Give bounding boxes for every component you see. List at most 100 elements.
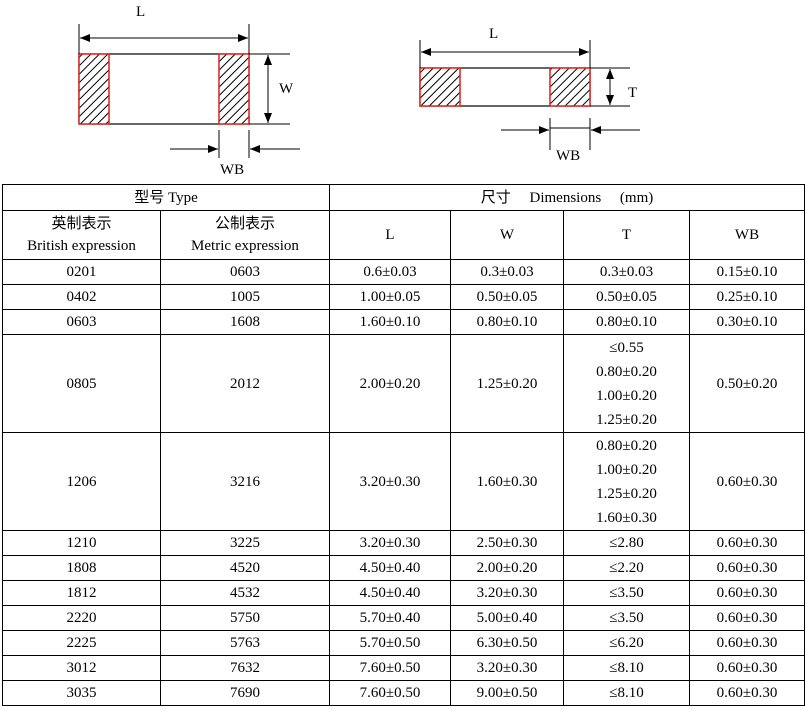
label-L: L bbox=[136, 4, 145, 20]
t-value: 0.80±0.10 bbox=[596, 314, 657, 330]
cell-wb: 0.60±0.30 bbox=[689, 530, 805, 556]
label-T: T bbox=[628, 85, 637, 101]
t-value: 0.80±0.20 bbox=[596, 437, 657, 454]
cell-wb: 0.60±0.30 bbox=[689, 630, 805, 656]
cell-w: 0.3±0.03 bbox=[450, 259, 564, 285]
t-value: ≤3.50 bbox=[609, 610, 644, 626]
cell-l: 2.00±0.20 bbox=[329, 334, 451, 433]
cell-metric: 2012 bbox=[160, 334, 330, 433]
cell-british: 2225 bbox=[2, 630, 161, 656]
cell-british: 3012 bbox=[2, 655, 161, 681]
cell-l: 5.70±0.50 bbox=[329, 630, 451, 656]
cell-t: ≤6.20 bbox=[563, 630, 690, 656]
terminal-left bbox=[419, 67, 461, 107]
british-en: British expression bbox=[27, 238, 136, 254]
terminal-right bbox=[549, 67, 591, 107]
cell-metric: 7690 bbox=[160, 680, 330, 706]
table-row: 0805 2012 2.00±0.20 1.25±0.20 ≤0.55 0.80±0.20… bbox=[2, 334, 805, 433]
w-header: W bbox=[450, 210, 564, 260]
cell-w: 0.80±0.10 bbox=[450, 309, 564, 335]
t-value: 0.80±0.20 bbox=[596, 363, 657, 380]
cell-metric: 3225 bbox=[160, 530, 330, 556]
cell-wb: 0.25±0.10 bbox=[689, 284, 805, 310]
cell-t: 0.80±0.10 bbox=[563, 309, 690, 335]
t-header: T bbox=[563, 210, 690, 260]
cell-wb: 0.60±0.30 bbox=[689, 580, 805, 606]
british-header: 英制表示 British expression bbox=[2, 210, 161, 260]
t-value: ≤2.80 bbox=[609, 535, 644, 551]
table-row: 0201 0603 0.6±0.03 0.3±0.03 0.3±0.03 0.15±0.1… bbox=[2, 259, 805, 285]
subheader-row: 英制表示 British expression 公制表示 Metric expres… bbox=[2, 210, 805, 260]
cell-w: 9.00±0.50 bbox=[450, 680, 564, 706]
cell-l: 0.6±0.03 bbox=[329, 259, 451, 285]
t-value: ≤8.10 bbox=[609, 685, 644, 701]
terminal-right bbox=[218, 53, 250, 125]
top-view-diagram: L W WB bbox=[78, 4, 300, 178]
table-row: 3035 7690 7.60±0.50 9.00±0.50 ≤8.10 0.60±0.30 bbox=[2, 680, 805, 706]
cell-metric: 3216 bbox=[160, 432, 330, 531]
cell-metric: 5763 bbox=[160, 630, 330, 656]
table-row: 2220 5750 5.70±0.40 5.00±0.40 ≤3.50 0.60±0.30 bbox=[2, 605, 805, 631]
table-row: 3012 7632 7.60±0.50 3.20±0.30 ≤8.10 0.60±0.30 bbox=[2, 655, 805, 681]
t-value: 0.3±0.03 bbox=[599, 264, 654, 280]
cell-british: 1210 bbox=[2, 530, 161, 556]
cell-t: 0.80±0.20 1.00±0.20 1.25±0.20 1.60±0.30 bbox=[563, 432, 690, 531]
cell-w: 3.20±0.30 bbox=[450, 580, 564, 606]
cell-metric: 4520 bbox=[160, 555, 330, 581]
cell-wb: 0.30±0.10 bbox=[689, 309, 805, 335]
cell-t: ≤2.80 bbox=[563, 530, 690, 556]
cell-t: ≤8.10 bbox=[563, 680, 690, 706]
t-value: 1.25±0.20 bbox=[596, 411, 657, 428]
header-row: 型号 Type 尺寸 Dimensions (mm) bbox=[2, 184, 805, 211]
label-W: W bbox=[279, 81, 294, 97]
table-row: 1206 3216 3.20±0.30 1.60±0.30 0.80±0.20 1.00±… bbox=[2, 432, 805, 531]
cell-l: 4.50±0.40 bbox=[329, 555, 451, 581]
cell-metric: 5750 bbox=[160, 605, 330, 631]
dimension-diagrams: L W WB L T WB bbox=[78, 4, 640, 178]
cell-w: 6.30±0.50 bbox=[450, 630, 564, 656]
cell-w: 3.20±0.30 bbox=[450, 655, 564, 681]
cell-w: 1.25±0.20 bbox=[450, 334, 564, 433]
cell-l: 5.70±0.40 bbox=[329, 605, 451, 631]
dimensions-header: 尺寸 Dimensions (mm) bbox=[329, 184, 805, 211]
cell-w: 5.00±0.40 bbox=[450, 605, 564, 631]
table-row: 1210 3225 3.20±0.30 2.50±0.30 ≤2.80 0.60±0.30 bbox=[2, 530, 805, 556]
t-value: 1.25±0.20 bbox=[596, 485, 657, 502]
cell-british: 1808 bbox=[2, 555, 161, 581]
cell-t: ≤0.55 0.80±0.20 1.00±0.20 1.25±0.20 bbox=[563, 334, 690, 433]
t-value: ≤2.20 bbox=[609, 560, 644, 576]
metric-header: 公制表示 Metric expression bbox=[160, 210, 330, 260]
cell-british: 1206 bbox=[2, 432, 161, 531]
cell-metric: 1005 bbox=[160, 284, 330, 310]
cell-t: ≤3.50 bbox=[563, 580, 690, 606]
type-header: 型号 Type bbox=[2, 184, 330, 211]
cell-british: 0201 bbox=[2, 259, 161, 285]
cell-w: 2.50±0.30 bbox=[450, 530, 564, 556]
cell-metric: 4532 bbox=[160, 580, 330, 606]
cell-l: 1.00±0.05 bbox=[329, 284, 451, 310]
cell-british: 0603 bbox=[2, 309, 161, 335]
table-row: 1808 4520 4.50±0.40 2.00±0.20 ≤2.20 0.60±0.30 bbox=[2, 555, 805, 581]
t-value: ≤6.20 bbox=[609, 635, 644, 651]
cell-british: 0402 bbox=[2, 284, 161, 310]
cell-l: 7.60±0.50 bbox=[329, 680, 451, 706]
l-header: L bbox=[329, 210, 451, 260]
t-value: 1.60±0.30 bbox=[596, 509, 657, 526]
terminal-left bbox=[78, 53, 110, 125]
dimensions-table: 型号 Type 尺寸 Dimensions (mm) 英制表示 British e… bbox=[2, 184, 805, 706]
cell-l: 3.20±0.30 bbox=[329, 530, 451, 556]
cell-l: 3.20±0.30 bbox=[329, 432, 451, 531]
cell-wb: 0.60±0.30 bbox=[689, 432, 805, 531]
cell-wb: 0.15±0.10 bbox=[689, 259, 805, 285]
metric-en: Metric expression bbox=[191, 238, 299, 254]
cell-wb: 0.60±0.30 bbox=[689, 680, 805, 706]
cell-wb: 0.50±0.20 bbox=[689, 334, 805, 433]
cell-british: 1812 bbox=[2, 580, 161, 606]
cell-t: ≤8.10 bbox=[563, 655, 690, 681]
cell-l: 4.50±0.40 bbox=[329, 580, 451, 606]
wb-header: WB bbox=[689, 210, 805, 260]
cell-wb: 0.60±0.30 bbox=[689, 555, 805, 581]
cell-w: 1.60±0.30 bbox=[450, 432, 564, 531]
british-cn: 英制表示 bbox=[51, 216, 112, 232]
t-value: 1.00±0.20 bbox=[596, 461, 657, 478]
